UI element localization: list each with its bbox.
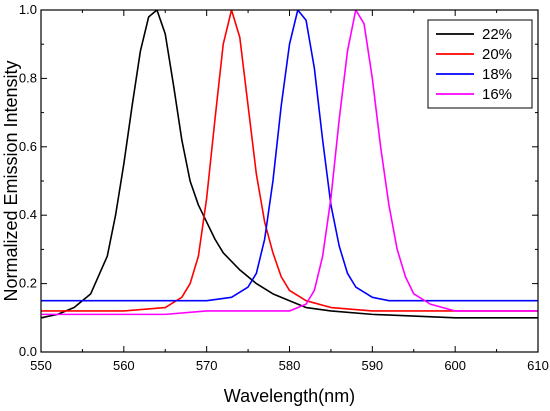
series-line-16pct xyxy=(41,10,538,316)
legend-label: 20% xyxy=(482,46,512,63)
series-layer xyxy=(41,10,538,319)
legend-label: 18% xyxy=(482,66,512,83)
y-tick-label: 0.8 xyxy=(19,70,37,85)
y-tick-label: 0.4 xyxy=(19,207,37,222)
y-axis-label: Normalized Emission Intensity xyxy=(1,60,21,301)
y-tick-label: 0.0 xyxy=(19,344,37,359)
y-tick-label: 0.2 xyxy=(19,276,37,291)
series-line-22pct xyxy=(41,10,538,319)
legend: 22% 20% 18% 16% xyxy=(427,19,533,109)
x-tick-label: 610 xyxy=(527,358,549,373)
x-tick-label: 580 xyxy=(279,358,301,373)
series-line-18pct xyxy=(41,10,538,302)
x-tick-label: 570 xyxy=(196,358,218,373)
y-tick-label: 0.6 xyxy=(19,139,37,154)
x-tick-label: 560 xyxy=(113,358,135,373)
y-tick-label: 1.0 xyxy=(19,2,37,17)
series-line-20pct xyxy=(41,10,538,312)
x-axis-label: Wavelength(nm) xyxy=(224,386,355,406)
tick-labels: 550 560 570 580 590 600 610 0.0 0.2 0.4 0.6 0.8 1.0 xyxy=(19,2,549,373)
ticks-layer xyxy=(40,9,539,353)
x-tick-label: 590 xyxy=(361,358,383,373)
x-tick-label: 600 xyxy=(444,358,466,373)
x-tick-label: 550 xyxy=(30,358,52,373)
legend-label: 16% xyxy=(482,86,512,103)
legend-label: 22% xyxy=(482,26,512,43)
